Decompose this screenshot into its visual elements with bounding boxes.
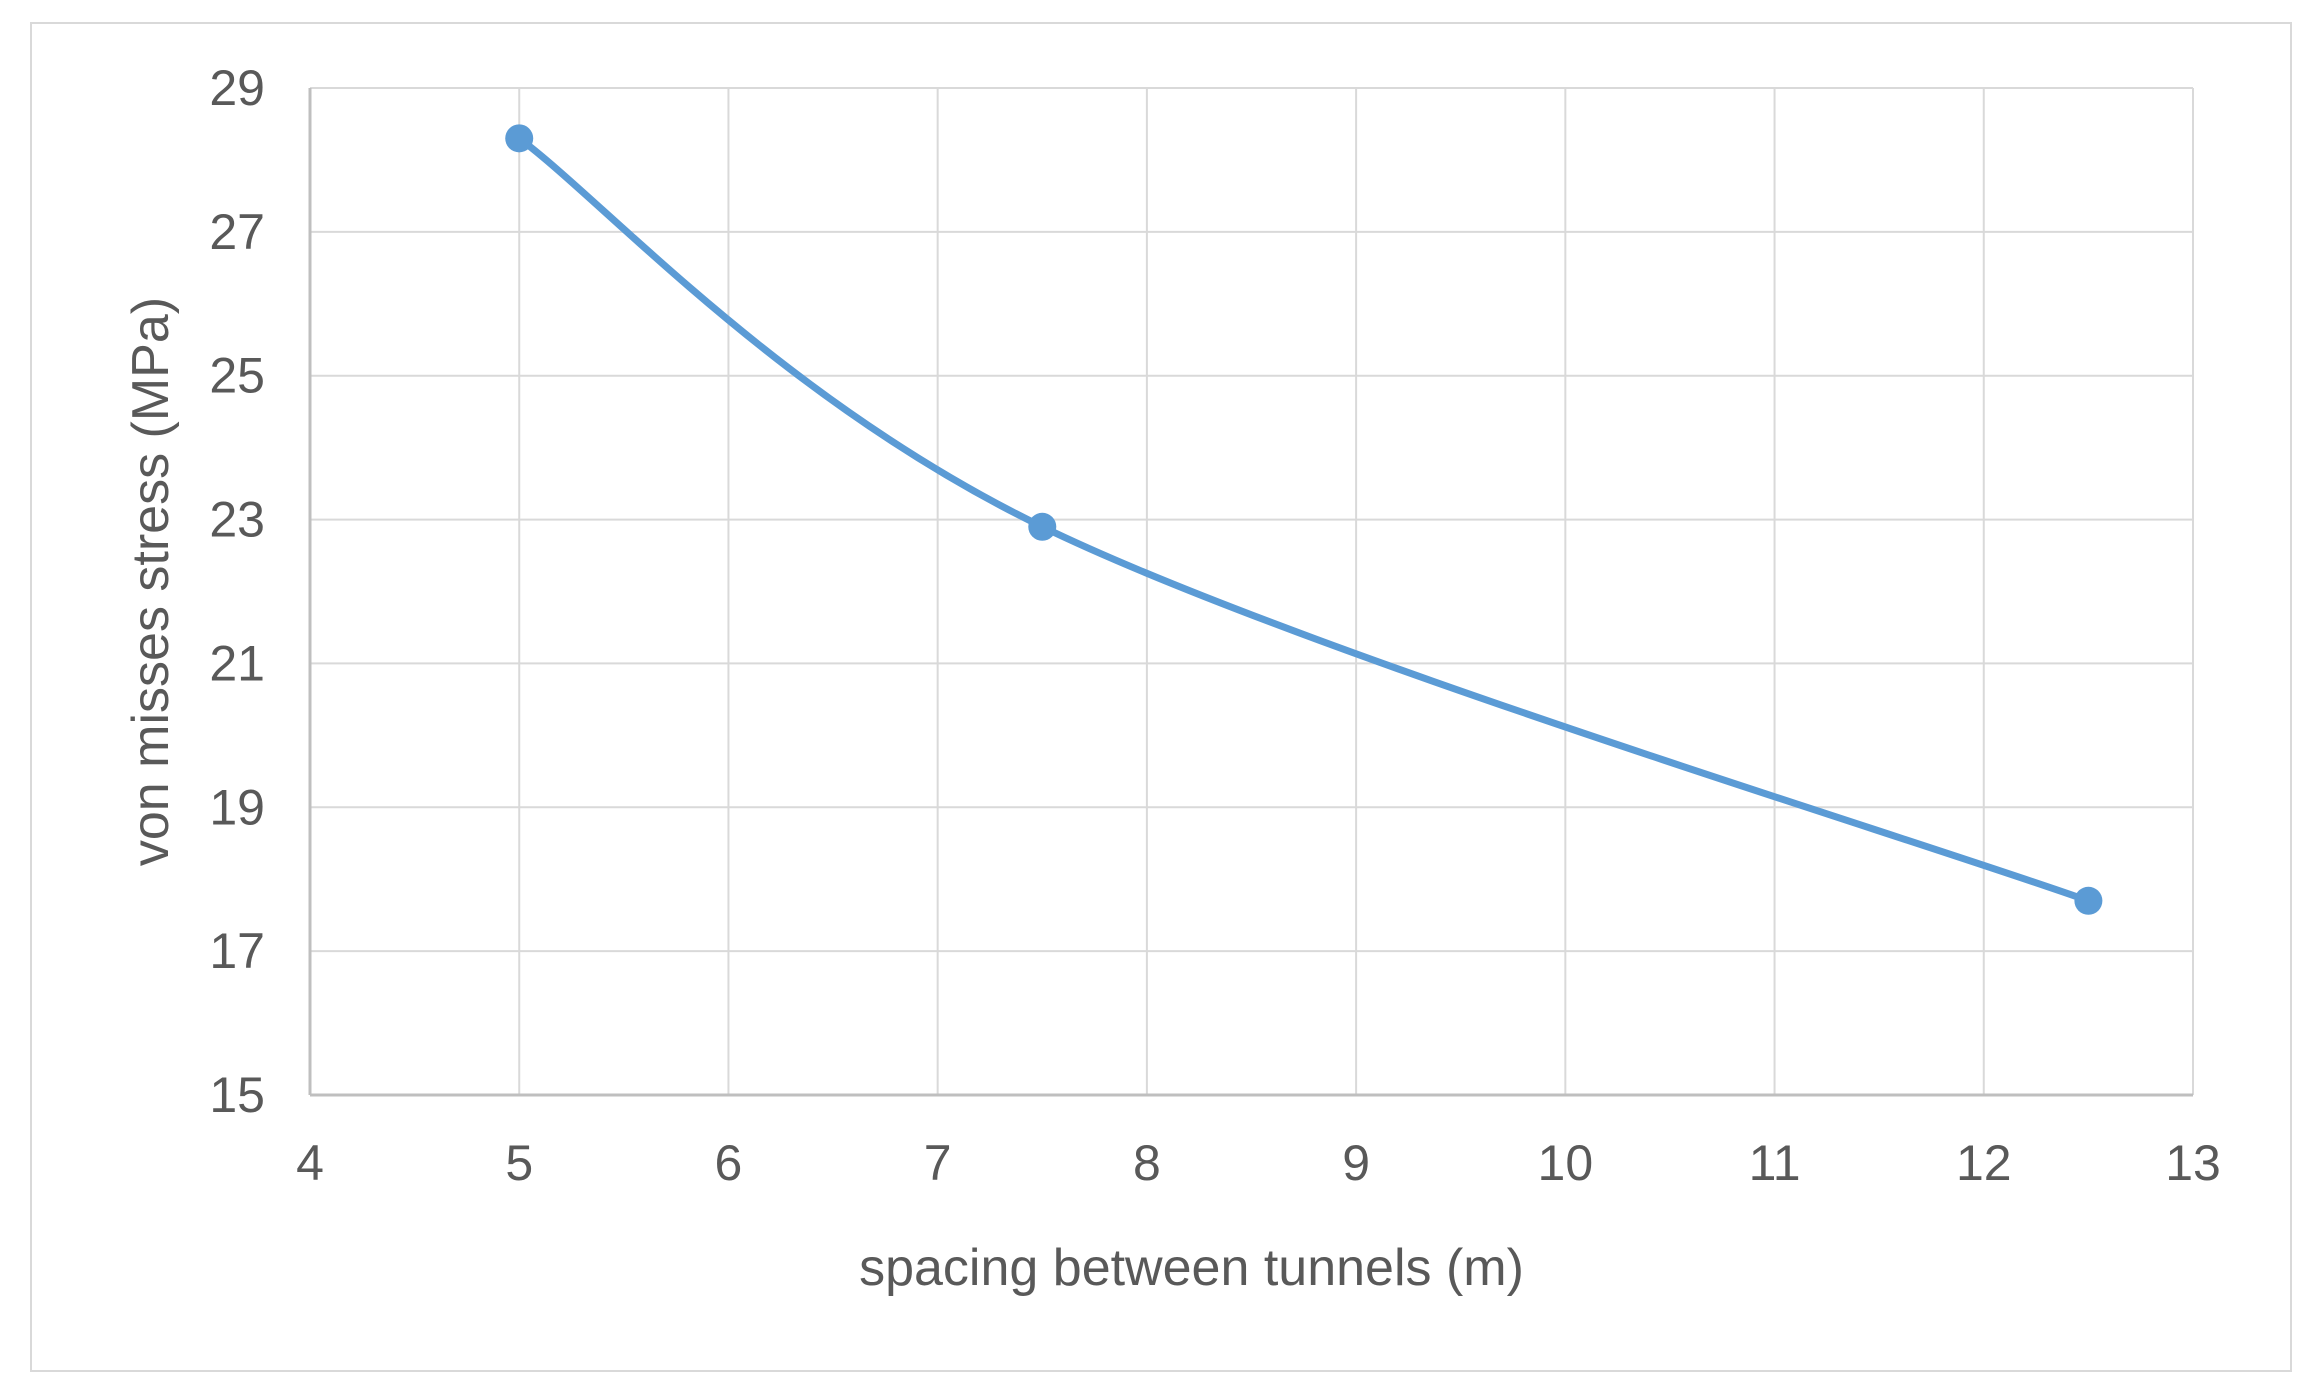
x-tick-label: 8 (1133, 1135, 1161, 1191)
chart-area (30, 22, 2292, 1372)
x-tick-label: 7 (924, 1135, 952, 1191)
y-tick-label: 25 (209, 348, 265, 404)
data-point (2074, 886, 2103, 915)
x-tick-label: 10 (1538, 1135, 1594, 1191)
y-tick-label: 19 (209, 779, 265, 835)
x-tick-labels: 4 5 6 7 8 9 10 11 12 13 (296, 1135, 2221, 1191)
y-tick-label: 29 (209, 60, 265, 116)
gridlines (309, 87, 2194, 1096)
series-group (505, 124, 2103, 915)
x-tick-label: 9 (1342, 1135, 1370, 1191)
data-point (1028, 512, 1057, 541)
data-point (505, 124, 534, 153)
series-line (515, 134, 2092, 905)
y-tick-label: 15 (209, 1067, 265, 1123)
y-axis-title: von misses stress (MPa) (122, 297, 180, 866)
x-tick-label: 12 (1956, 1135, 2012, 1191)
y-tick-label: 23 (209, 492, 265, 548)
y-tick-label: 17 (209, 923, 265, 979)
x-tick-label: 5 (505, 1135, 533, 1191)
x-tick-label: 11 (1749, 1135, 1801, 1191)
x-tick-label: 6 (715, 1135, 743, 1191)
y-tick-labels: 15 17 19 21 23 25 27 29 (209, 60, 265, 1123)
axes (308, 88, 2193, 1097)
x-axis-title: spacing between tunnels (m) (859, 1239, 1524, 1297)
x-tick-label: 4 (296, 1135, 324, 1191)
y-tick-label: 27 (209, 204, 265, 260)
y-tick-label: 21 (209, 635, 265, 691)
x-tick-label: 13 (2165, 1135, 2221, 1191)
